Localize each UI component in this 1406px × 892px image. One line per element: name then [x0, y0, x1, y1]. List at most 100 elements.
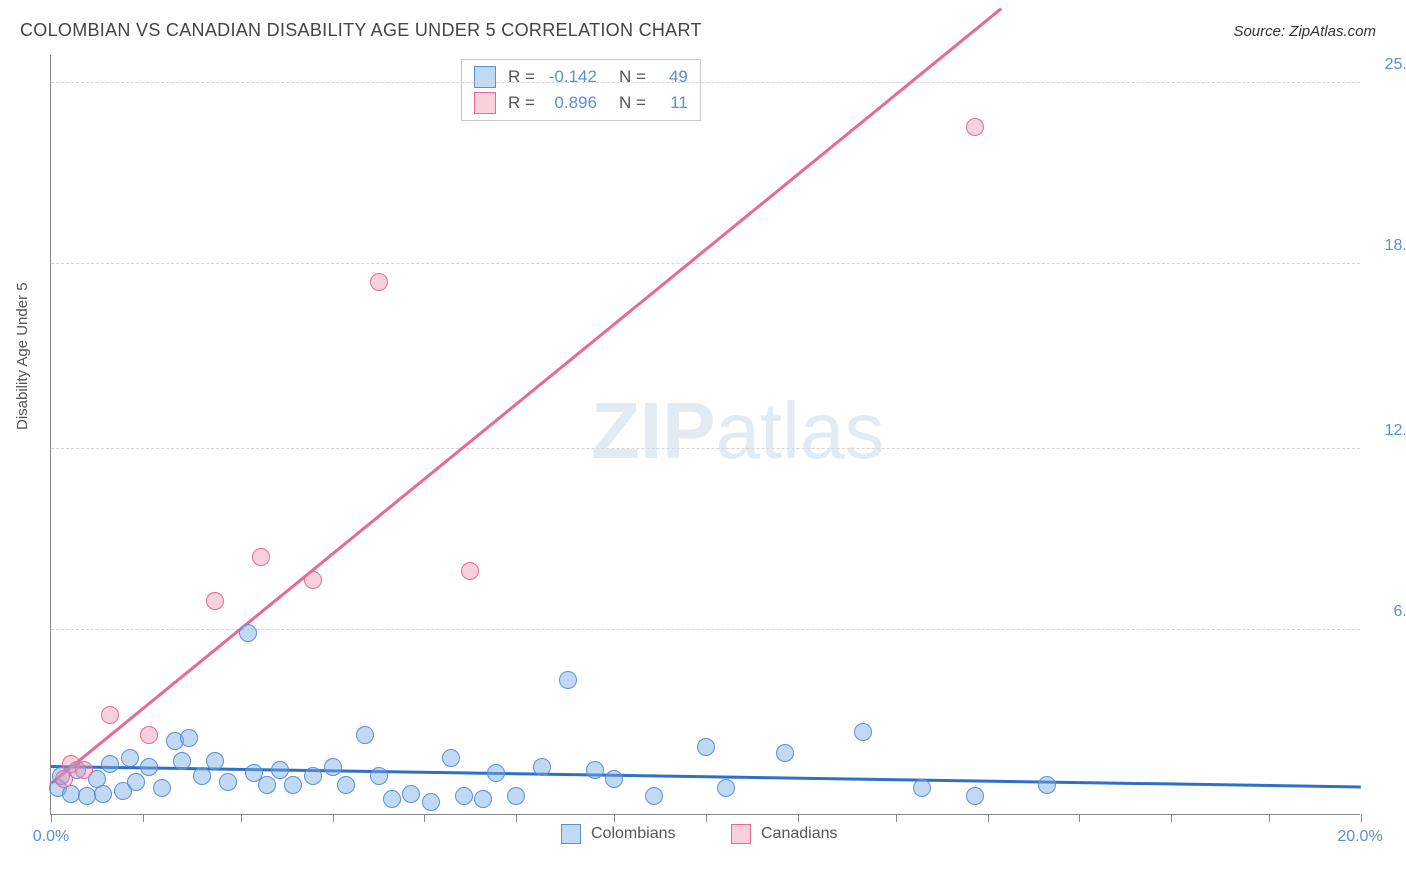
x-tick [333, 814, 334, 822]
data-point [239, 624, 257, 642]
n-value-canadians: 11 [658, 93, 688, 113]
data-point [121, 749, 139, 767]
data-point [370, 767, 388, 785]
data-point [324, 758, 342, 776]
data-point [776, 744, 794, 762]
legend-swatch-canadians [731, 824, 751, 844]
n-label: N = [619, 67, 646, 87]
y-tick-label: 18.8% [1385, 237, 1406, 255]
x-tick [424, 814, 425, 822]
x-tick [798, 814, 799, 822]
data-point [383, 790, 401, 808]
data-point [258, 776, 276, 794]
data-point [284, 776, 302, 794]
data-point [153, 779, 171, 797]
data-point [252, 548, 270, 566]
stats-row-colombians: R = -0.142 N = 49 [474, 64, 688, 90]
data-point [193, 767, 211, 785]
x-tick [241, 814, 242, 822]
x-tick [1269, 814, 1270, 822]
data-point [966, 787, 984, 805]
data-point [206, 752, 224, 770]
x-axis-end-label: 20.0% [1337, 828, 1382, 846]
data-point [140, 758, 158, 776]
y-tick-label: 25.0% [1385, 56, 1406, 74]
x-tick [1361, 814, 1362, 822]
data-point [304, 571, 322, 589]
x-tick [896, 814, 897, 822]
n-label: N = [619, 93, 646, 113]
data-point [586, 761, 604, 779]
data-point [854, 723, 872, 741]
data-point [101, 706, 119, 724]
legend-swatch-colombians [561, 824, 581, 844]
legend-colombians: Colombians [561, 824, 675, 844]
x-tick [988, 814, 989, 822]
y-axis-label: Disability Age Under 5 [14, 282, 31, 430]
data-point [645, 787, 663, 805]
r-value-canadians: 0.896 [547, 93, 597, 113]
data-point [370, 273, 388, 291]
n-value-colombians: 49 [658, 67, 688, 87]
data-point [507, 787, 525, 805]
r-label: R = [508, 67, 535, 87]
data-point [356, 726, 374, 744]
data-point [206, 592, 224, 610]
x-tick [1171, 814, 1172, 822]
trend-line [50, 8, 1001, 785]
gridline [51, 448, 1360, 449]
legend-label-canadians: Canadians [761, 825, 838, 843]
r-label: R = [508, 93, 535, 113]
data-point [474, 790, 492, 808]
data-point [127, 773, 145, 791]
data-point [75, 761, 93, 779]
data-point [455, 787, 473, 805]
swatch-colombians [474, 66, 496, 88]
data-point [140, 726, 158, 744]
chart-title: COLOMBIAN VS CANADIAN DISABILITY AGE UND… [20, 20, 702, 41]
correlation-stats-box: R = -0.142 N = 49 R = 0.896 N = 11 [461, 59, 701, 121]
data-point [605, 770, 623, 788]
data-point [173, 752, 191, 770]
data-point [271, 761, 289, 779]
x-tick [51, 814, 52, 822]
gridline [51, 82, 1360, 83]
watermark-bold: ZIP [591, 386, 715, 475]
data-point [180, 729, 198, 747]
data-point [559, 671, 577, 689]
y-tick-label: 12.5% [1385, 422, 1406, 440]
source-attribution: Source: ZipAtlas.com [1233, 23, 1376, 40]
data-point [913, 779, 931, 797]
data-point [402, 785, 420, 803]
data-point [697, 738, 715, 756]
data-point [304, 767, 322, 785]
data-point [1038, 776, 1056, 794]
x-axis-start-label: 0.0% [33, 828, 69, 846]
data-point [337, 776, 355, 794]
data-point [219, 773, 237, 791]
watermark: ZIPatlas [591, 385, 884, 477]
data-point [461, 562, 479, 580]
scatter-chart: ZIPatlas R = -0.142 N = 49 R = 0.896 N =… [50, 55, 1360, 815]
x-tick [143, 814, 144, 822]
x-tick [614, 814, 615, 822]
legend-label-colombians: Colombians [591, 825, 675, 843]
legend-canadians: Canadians [731, 824, 838, 844]
data-point [487, 764, 505, 782]
gridline [51, 263, 1360, 264]
r-value-colombians: -0.142 [547, 67, 597, 87]
y-tick-label: 6.3% [1394, 603, 1406, 621]
x-tick [516, 814, 517, 822]
data-point [94, 785, 112, 803]
data-point [966, 118, 984, 136]
data-point [78, 787, 96, 805]
data-point [422, 793, 440, 811]
data-point [717, 779, 735, 797]
data-point [533, 758, 551, 776]
data-point [101, 755, 119, 773]
swatch-canadians [474, 92, 496, 114]
x-tick [706, 814, 707, 822]
watermark-rest: atlas [715, 386, 884, 475]
data-point [442, 749, 460, 767]
stats-row-canadians: R = 0.896 N = 11 [474, 90, 688, 116]
